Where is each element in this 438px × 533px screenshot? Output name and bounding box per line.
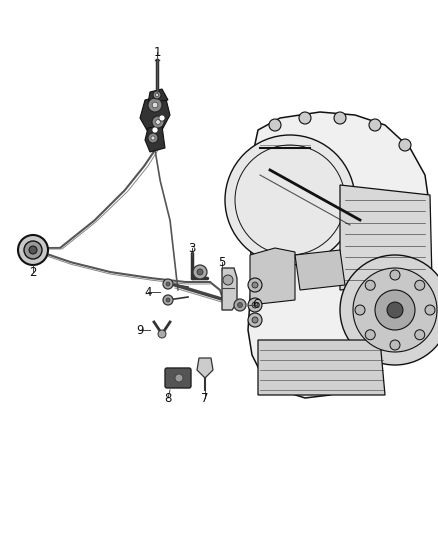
Circle shape	[425, 305, 435, 315]
Circle shape	[166, 298, 170, 302]
Text: 8: 8	[164, 392, 172, 405]
Circle shape	[152, 102, 158, 108]
Circle shape	[248, 313, 262, 327]
Polygon shape	[250, 248, 295, 305]
Text: 5: 5	[218, 255, 226, 269]
Polygon shape	[248, 112, 430, 398]
Circle shape	[148, 98, 162, 112]
Text: 7: 7	[201, 392, 209, 405]
Text: 9: 9	[136, 324, 144, 336]
Circle shape	[155, 93, 159, 96]
Circle shape	[223, 275, 233, 285]
Text: 6: 6	[252, 298, 260, 311]
Circle shape	[353, 268, 437, 352]
Circle shape	[340, 255, 438, 365]
Circle shape	[237, 303, 243, 308]
Text: 1: 1	[153, 45, 161, 59]
Circle shape	[252, 317, 258, 323]
Polygon shape	[197, 358, 213, 378]
Polygon shape	[340, 185, 432, 290]
Circle shape	[163, 279, 173, 289]
Text: 2: 2	[29, 265, 37, 279]
Circle shape	[29, 246, 37, 254]
Polygon shape	[140, 95, 170, 132]
Circle shape	[166, 282, 170, 286]
Circle shape	[248, 298, 262, 312]
Circle shape	[175, 374, 183, 382]
Circle shape	[225, 135, 355, 265]
Circle shape	[375, 290, 415, 330]
Circle shape	[159, 115, 165, 121]
Circle shape	[197, 269, 203, 275]
Circle shape	[152, 127, 158, 133]
FancyBboxPatch shape	[165, 368, 191, 388]
Circle shape	[415, 330, 425, 340]
Text: 4: 4	[144, 286, 152, 298]
Polygon shape	[222, 268, 237, 310]
Text: 3: 3	[188, 241, 196, 254]
Circle shape	[269, 119, 281, 131]
Polygon shape	[148, 89, 168, 103]
Circle shape	[152, 116, 164, 128]
Circle shape	[399, 139, 411, 151]
Circle shape	[387, 302, 403, 318]
Circle shape	[369, 119, 381, 131]
Circle shape	[252, 282, 258, 288]
Circle shape	[193, 265, 207, 279]
Circle shape	[299, 112, 311, 124]
Polygon shape	[258, 340, 385, 395]
Circle shape	[390, 340, 400, 350]
Polygon shape	[145, 126, 165, 152]
Circle shape	[365, 330, 375, 340]
Circle shape	[334, 112, 346, 124]
Circle shape	[155, 119, 160, 124]
Circle shape	[153, 91, 161, 99]
Circle shape	[24, 241, 42, 259]
Circle shape	[18, 235, 48, 265]
Circle shape	[365, 280, 375, 290]
Circle shape	[234, 299, 246, 311]
Circle shape	[148, 133, 158, 143]
Circle shape	[415, 280, 425, 290]
Circle shape	[390, 270, 400, 280]
Circle shape	[158, 330, 166, 338]
Circle shape	[163, 295, 173, 305]
Circle shape	[151, 136, 155, 140]
Polygon shape	[295, 250, 345, 290]
Circle shape	[248, 278, 262, 292]
Circle shape	[355, 305, 365, 315]
Circle shape	[252, 302, 258, 308]
